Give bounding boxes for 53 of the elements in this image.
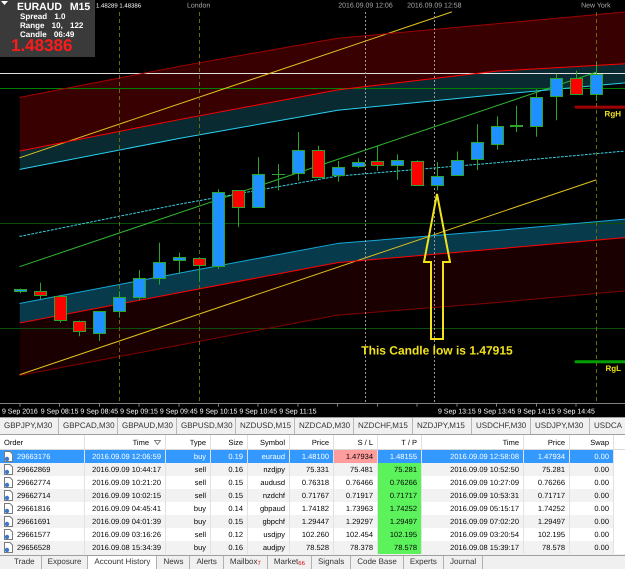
candlestick (510, 105, 523, 133)
text: Exposure (42, 556, 88, 569)
candlestick (391, 154, 404, 180)
annotation: Candle 06:49 (20, 30, 74, 39)
candlestick (431, 162, 444, 191)
text: USDJPY,M30 (531, 418, 590, 434)
candlestick (113, 290, 126, 318)
candlestick (73, 320, 86, 337)
text: NZDCHF,M15 (354, 418, 413, 434)
series-label: RgL (605, 364, 622, 373)
text: Signals (312, 556, 352, 569)
candlestick (332, 160, 345, 182)
candlestick (232, 190, 245, 228)
candlestick (570, 70, 583, 96)
text: Mailbox$_{7}$ (224, 556, 268, 569)
candlestick (153, 242, 166, 286)
text: Market$_{66}$ (268, 556, 312, 569)
candlestick (471, 124, 484, 170)
candlestick (451, 151, 464, 176)
candlestick (590, 62, 603, 102)
text: GBPUSD,M30 (177, 418, 236, 434)
text: GBPCAD,M30 (59, 418, 118, 434)
annotation: Spread 1.0 (20, 12, 66, 21)
candlestick (550, 73, 563, 121)
text: Alerts (190, 556, 224, 569)
text: NZDCAD,M30 (295, 418, 354, 434)
candlestick (193, 258, 206, 282)
text: Code Base (351, 556, 404, 569)
text: USDCA (590, 418, 625, 434)
text: Experts (404, 556, 444, 569)
text: Trade (8, 556, 42, 569)
text: GBPJPY,M30 (0, 418, 59, 434)
candlestick (272, 164, 285, 191)
annotation: 1.48386 (11, 36, 72, 55)
candlestick (352, 158, 365, 169)
candlestick (371, 146, 384, 172)
annotation: This Candle low is 1.47915 (361, 343, 514, 358)
text: NZDJPY,M15 (413, 418, 472, 434)
text: EURAUD M15 (17, 1, 90, 13)
text: USDCHF,M30 (472, 418, 531, 434)
candlestick (34, 282, 47, 300)
text: News (157, 556, 190, 569)
candlestick (292, 132, 305, 182)
text: Account History (88, 556, 158, 569)
candlestick (491, 116, 504, 150)
text: GBPAUD,M30 (118, 418, 177, 434)
text: Journal (444, 556, 484, 569)
series-label: RgH (604, 109, 622, 118)
annotation: Range 10, 122 (20, 21, 84, 30)
text: NZDUSD,M15 (236, 418, 295, 434)
candlestick (93, 310, 106, 341)
candlestick (133, 270, 146, 301)
candlestick (173, 252, 186, 275)
